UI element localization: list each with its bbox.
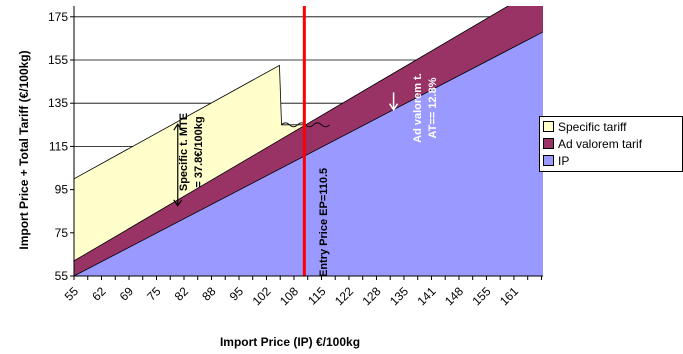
y-tick-label: 175: [48, 10, 68, 24]
specific-tariff-annotation-line1: Specific t. MTE: [178, 113, 190, 191]
specific-tariff-annotation-line2: = 37.8€/100kg: [193, 116, 205, 187]
ad-valorem-line: [74, 6, 509, 262]
y-tick-labels: 55 75 95 115 135 155 175: [48, 10, 68, 283]
y-axis-title: Import Price + Total Tariff (€/100kg): [17, 50, 31, 249]
x-tick-label: 55: [62, 284, 82, 304]
x-tick-label: 82: [172, 284, 192, 304]
legend-label: Specific tariff: [558, 119, 627, 134]
x-tick-labels: 55 62 69 75 82 88 95 102 108 115 122 128 135 141 148 15…: [62, 284, 522, 308]
legend-label: IP: [558, 153, 570, 168]
legend-item-ad-valorem-tariff: Ad valorem tarif: [543, 135, 682, 152]
ad-valorem-annotation-line2: AT== 12.8%: [427, 77, 439, 138]
area-series: [74, 6, 543, 276]
y-tick-label: 115: [49, 139, 68, 153]
x-tick-label: 108: [277, 284, 301, 308]
area-specific-tariff: [74, 65, 315, 261]
y-tick-label: 155: [48, 53, 68, 67]
legend-swatch: [543, 138, 554, 149]
x-tick-label: 115: [305, 284, 329, 308]
x-tick-label: 69: [117, 284, 137, 304]
area-ad-valorem-tariff: [74, 6, 543, 276]
x-axis-title: Import Price (IP) €/100kg: [220, 335, 360, 349]
x-tick-label: 128: [360, 284, 384, 308]
x-tick-label: 135: [387, 284, 411, 308]
arrow-head-down: [173, 199, 183, 207]
x-tick-label: 75: [144, 284, 164, 304]
y-tick-label: 135: [48, 96, 68, 110]
arrow-head-down: [388, 103, 399, 112]
y-tick-label: 55: [55, 269, 69, 283]
x-tick-label: 122: [332, 284, 356, 308]
y-tick-label: 95: [55, 183, 69, 197]
x-tick-label: 141: [415, 284, 439, 308]
axes: [70, 6, 543, 280]
x-tick-label: 148: [442, 284, 466, 308]
y-tick-label: 75: [55, 226, 69, 240]
annotations: [173, 92, 399, 207]
legend-item-ip: IP: [543, 152, 682, 169]
x-tick-label: 161: [497, 284, 521, 308]
legend-swatch: [543, 121, 554, 132]
x-tick-label: 102: [250, 284, 274, 308]
x-tick-label: 62: [89, 284, 109, 304]
ip-line: [74, 31, 543, 276]
x-tick-label: 155: [470, 284, 494, 308]
legend: Specific tariff Ad valorem tarif IP: [539, 116, 683, 172]
legend-swatch: [543, 155, 554, 166]
ad-valorem-annotation-line1: Ad valorem t.: [412, 73, 424, 143]
entry-price-label: Entry Price EP=110.5: [318, 168, 330, 277]
legend-label: Ad valorem tarif: [558, 136, 643, 151]
arrow-head-up: [173, 123, 183, 131]
x-tick-label: 88: [199, 284, 219, 304]
legend-item-specific-tariff: Specific tariff: [543, 118, 682, 135]
x-tick-label: 95: [227, 284, 247, 304]
